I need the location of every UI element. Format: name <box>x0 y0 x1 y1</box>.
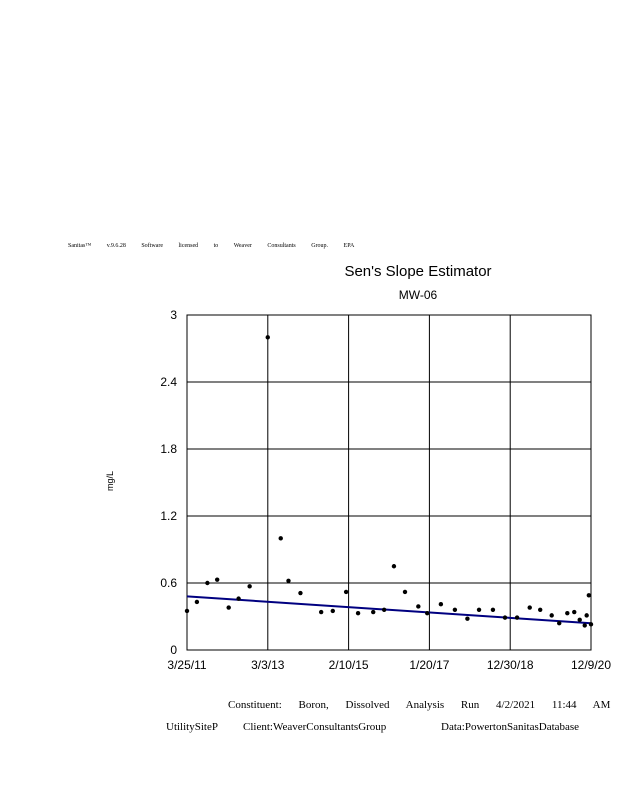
x-tick-label: 3/3/13 <box>251 658 285 672</box>
data-point <box>184 608 190 614</box>
data-point <box>438 602 444 607</box>
x-tick-label: 12/9/20 <box>571 658 611 672</box>
data-point <box>586 593 592 598</box>
sens-slope-trend-line <box>186 595 592 625</box>
license-line: Sanitas™ v.9.6.28 Software licensed to W… <box>68 243 355 249</box>
footer-client: Client:WeaverConsultantsGroup <box>243 721 387 733</box>
data-point <box>391 564 397 569</box>
y-axis-label: mg/L <box>105 471 115 491</box>
data-point <box>247 584 252 589</box>
chart-subtitle: MW-06 <box>398 288 438 302</box>
data-point <box>402 589 408 595</box>
data-point <box>343 589 349 595</box>
data-point <box>214 577 220 582</box>
data-point <box>236 596 241 601</box>
data-point <box>527 605 532 610</box>
x-tick-label: 3/25/11 <box>167 658 206 672</box>
y-tick-label: 1.8 <box>160 442 177 456</box>
data-point <box>588 622 594 627</box>
y-tick-label: 1.2 <box>160 509 177 523</box>
data-point <box>330 608 335 614</box>
chart-title: Sen's Slope Estimator <box>344 263 492 280</box>
data-point <box>490 607 496 612</box>
data-point <box>371 609 376 615</box>
data-point <box>318 609 324 615</box>
data-point <box>452 607 458 612</box>
data-point <box>194 599 200 605</box>
data-point <box>577 617 582 623</box>
data-point <box>584 613 589 618</box>
data-point <box>565 610 570 616</box>
data-point <box>476 607 482 612</box>
data-point <box>538 607 543 612</box>
plot-frame <box>186 314 592 651</box>
data-point <box>265 335 270 340</box>
y-tick-label: 2.4 <box>160 375 177 389</box>
x-tick-label: 12/30/18 <box>487 658 534 672</box>
data-point <box>278 536 283 541</box>
data-point <box>381 607 387 612</box>
footer-site: UtilitySiteP <box>166 721 218 733</box>
data-point <box>298 590 303 596</box>
data-point <box>425 610 430 616</box>
x-tick-label: 2/10/15 <box>329 658 369 672</box>
y-tick-label: 0.6 <box>160 576 177 590</box>
data-point <box>355 610 361 616</box>
y-tick-label: 3 <box>170 308 177 322</box>
y-tick-label: 0 <box>170 643 177 657</box>
data-point <box>465 616 470 621</box>
footer-constituent: Constituent: Boron, Dissolved Analysis R… <box>228 699 611 711</box>
footer-database: Data:PowertonSanitasDatabase <box>441 721 580 733</box>
data-point <box>582 623 587 628</box>
data-point <box>557 621 562 626</box>
data-point <box>205 580 210 586</box>
data-point <box>226 605 231 610</box>
data-point <box>514 615 520 620</box>
data-point <box>416 604 421 609</box>
data-point <box>286 578 291 583</box>
data-point <box>572 609 577 615</box>
x-tick-label: 1/20/17 <box>409 658 449 672</box>
data-point <box>549 613 554 618</box>
data-point <box>502 615 508 620</box>
